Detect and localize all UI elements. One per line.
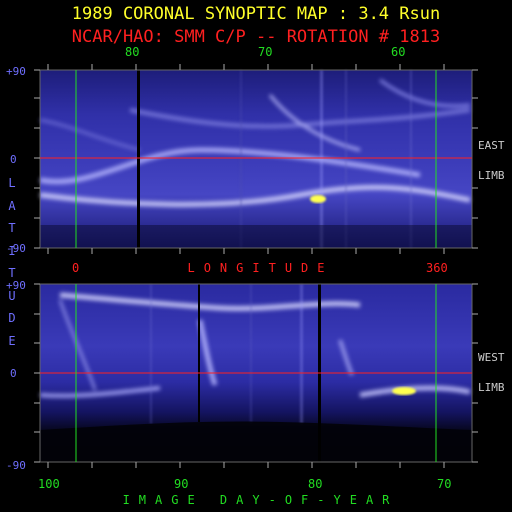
east-limb-panel <box>39 69 473 249</box>
lat-tick-bottom-zero: 0 <box>10 367 17 380</box>
lon-tick-360: 360 <box>426 261 448 275</box>
east-limb-label-line2: LIMB <box>478 169 505 182</box>
top-tick-60: 60 <box>391 45 406 59</box>
west-limb-label-line2: LIMB <box>478 381 505 394</box>
lat-tick-top-zero: 0 <box>10 153 17 166</box>
axis-tick-marks <box>34 64 478 468</box>
lat-tick-bottom-minus90: -90 <box>6 459 26 472</box>
day-of-year-axis-label: IMAGE DAY-OF-YEAR <box>122 493 399 507</box>
east-limb-label-line1: EAST <box>478 139 505 152</box>
west-limb-panel <box>39 283 473 463</box>
day-tick-100: 100 <box>38 477 60 491</box>
lat-tick-top-minus90: -90 <box>6 242 26 255</box>
map-title: 1989 CORONAL SYNOPTIC MAP : 3.4 Rsun <box>71 4 441 24</box>
lat-tick-top-plus90: +90 <box>6 65 26 78</box>
lon-tick-0: 0 <box>72 261 80 275</box>
day-tick-90: 90 <box>174 477 189 491</box>
longitude-axis-label: LONGITUDE <box>187 261 334 275</box>
map-subtitle: NCAR/HAO: SMM C/P -- ROTATION # 1813 <box>71 27 441 47</box>
top-tick-70: 70 <box>258 45 273 59</box>
day-tick-80: 80 <box>308 477 323 491</box>
day-tick-70: 70 <box>437 477 452 491</box>
top-tick-80: 80 <box>125 45 140 59</box>
west-limb-label-line1: WEST <box>478 351 505 364</box>
lat-tick-bottom-plus90: +90 <box>6 279 26 292</box>
